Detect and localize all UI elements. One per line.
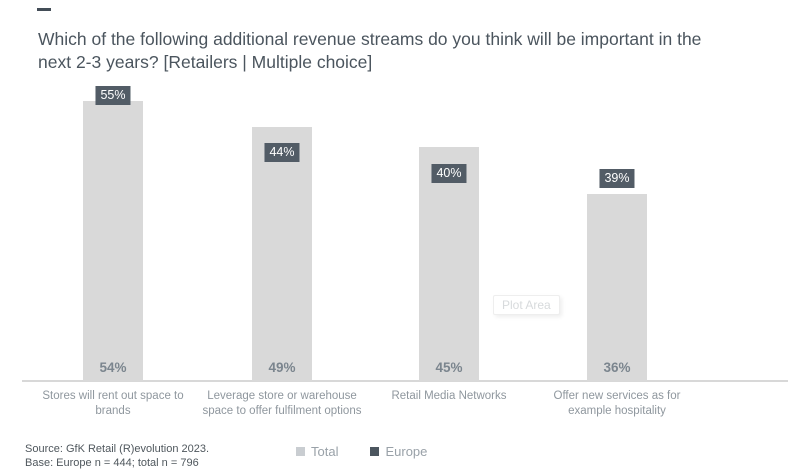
- chart-question-title: Which of the following additional revenu…: [38, 29, 702, 72]
- europe-value-badge: 40%: [431, 163, 467, 183]
- total-value-label: 54%: [99, 360, 127, 375]
- europe-value-badge: 39%: [599, 169, 635, 189]
- top-left-dash: [37, 8, 51, 11]
- bar-total: [83, 100, 143, 381]
- category-label: Leverage store or warehouse space to off…: [202, 390, 362, 417]
- total-value-label: 36%: [603, 360, 631, 375]
- europe-series-swatch-icon: [370, 447, 380, 456]
- total-series-swatch-icon: [296, 447, 305, 456]
- bar-total: [587, 194, 647, 381]
- bar-total: [419, 147, 479, 381]
- total-value-label: 49%: [268, 360, 296, 375]
- source-note: Source: GfK Retail (R)evolution 2023. Ba…: [25, 442, 209, 470]
- base-line: Base: Europe n = 444; total n = 796: [25, 457, 199, 469]
- europe-value-badge: 44%: [264, 143, 300, 163]
- category-label: Stores will rent out space to brands: [42, 390, 184, 417]
- plot-area-tooltip: Plot Area: [493, 295, 560, 315]
- legend-item-total: Total: [296, 444, 338, 459]
- total-value-label: 45%: [435, 360, 463, 375]
- europe-value-badge: 55%: [95, 86, 131, 106]
- bar-total: [252, 126, 312, 381]
- chart-legend: Total Europe: [296, 444, 427, 459]
- legend-label-total: Total: [311, 444, 339, 459]
- x-axis-line: [22, 380, 788, 382]
- source-line: Source: GfK Retail (R)evolution 2023.: [25, 443, 210, 455]
- category-label: Retail Media Networks: [391, 390, 507, 402]
- legend-item-europe: Europe: [370, 444, 427, 459]
- category-label: Offer new services as for example hospit…: [553, 390, 681, 417]
- legend-label-europe: Europe: [385, 444, 428, 459]
